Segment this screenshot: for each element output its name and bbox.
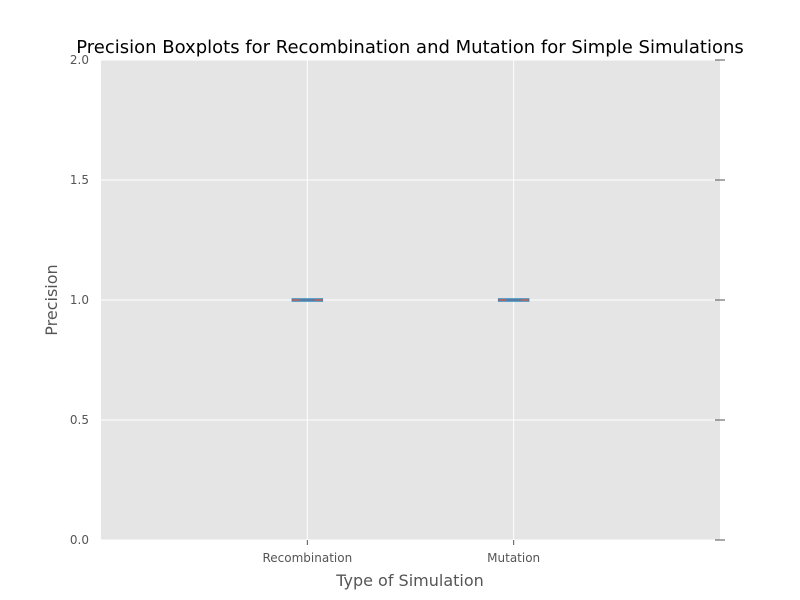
y-tick-label: 1.5: [70, 173, 89, 187]
x-tick-label: Recombination: [262, 551, 352, 565]
axis-ticks: 0.0 0.5 1.0 1.5 2.0 Recombination Mutation: [70, 53, 725, 565]
y-tick-label: 1.0: [70, 293, 89, 307]
boxplot-mutation: [497, 298, 530, 302]
chart-title: Precision Boxplots for Recombination and…: [76, 37, 744, 58]
boxplot-recombination: [291, 298, 324, 302]
x-axis-label: Type of Simulation: [335, 571, 484, 590]
y-tick-label: 2.0: [70, 53, 89, 67]
x-tick-label: Mutation: [487, 551, 540, 565]
y-tick-label: 0.0: [70, 533, 89, 547]
y-tick-label: 0.5: [70, 413, 89, 427]
y-axis-label: Precision: [42, 264, 61, 335]
boxplots: [291, 298, 530, 302]
